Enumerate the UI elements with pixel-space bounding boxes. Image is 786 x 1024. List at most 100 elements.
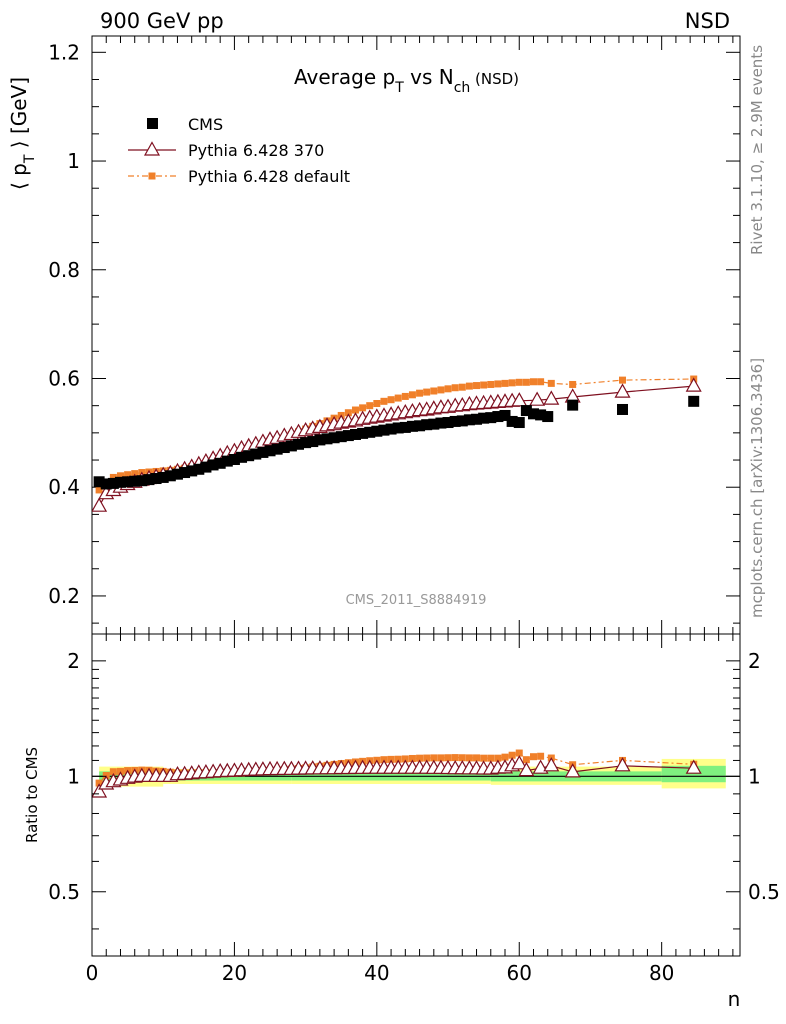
data-point-cms — [442, 417, 454, 429]
mcplots-info: mcplots.cern.ch [arXiv:1306.3436] — [748, 358, 766, 618]
series-line-pythia-6-428-370 — [98, 385, 694, 507]
x-tick-label: 80 — [649, 961, 674, 985]
data-point-cms — [506, 415, 518, 427]
data-point-pythia-6-428-default — [480, 754, 488, 762]
data-point-pythia-6-428-default — [473, 382, 481, 390]
data-point-cms — [93, 476, 105, 488]
data-point-cms — [617, 403, 629, 415]
data-point-pythia-6-428-default — [408, 391, 416, 399]
x-tick-label: 20 — [222, 961, 247, 985]
ratio-y-tick-label: 1 — [67, 764, 80, 788]
header-nsd-label: NSD — [685, 9, 730, 33]
data-point-pythia-6-428-default — [109, 768, 117, 776]
data-point-cms — [392, 422, 404, 434]
data-point-pythia-6-428-default — [522, 378, 530, 386]
ratio-y-axis-title: Ratio to CMS — [23, 747, 41, 843]
data-point-pythia-6-428-370 — [685, 759, 702, 774]
data-point-cms — [114, 476, 126, 488]
data-point-pythia-6-428-default — [547, 379, 555, 387]
data-point-cms — [435, 417, 447, 429]
legend-label-pythia-default: Pythia 6.428 default — [188, 167, 350, 186]
data-point-cms — [406, 420, 418, 432]
data-point-pythia-6-428-default — [437, 754, 445, 762]
data-point-cms — [478, 412, 490, 424]
data-point-pythia-6-428-370 — [543, 757, 560, 772]
data-point-pythia-6-428-default — [501, 379, 509, 387]
data-point-cms — [513, 417, 525, 429]
data-point-cms — [421, 419, 433, 431]
data-point-pythia-6-428-default — [387, 396, 395, 404]
legend-label-cms: CMS — [188, 115, 223, 134]
data-point-cms — [414, 420, 426, 432]
data-point-cms — [300, 437, 312, 449]
data-point-pythia-6-428-default — [416, 389, 424, 397]
data-point-pythia-6-428-default — [401, 392, 409, 400]
main-panel-y-tick-labels: 0.2 0.4 0.6 0.8 1 1.2 — [48, 40, 80, 608]
data-point-cms — [527, 408, 539, 420]
data-point-pythia-6-428-default — [480, 381, 488, 389]
data-point-cms — [449, 415, 461, 427]
rivet-info: Rivet 3.1.10, ≥ 2.9M events — [748, 45, 766, 255]
data-point-cms — [150, 473, 162, 485]
data-point-pythia-6-428-default — [537, 752, 545, 760]
legend-marker-pythia-370 — [143, 141, 161, 156]
chart-title-tail: (NSD) — [470, 70, 519, 88]
data-point-pythia-6-428-370 — [529, 391, 546, 406]
chart-title-sub1: T — [394, 80, 404, 96]
ratio-y-tick-label: 2 — [67, 649, 80, 673]
data-point-cms — [364, 426, 376, 438]
data-point-pythia-6-428-default — [444, 385, 452, 393]
x-tick-label: 60 — [507, 961, 532, 985]
data-point-cms — [371, 425, 383, 437]
data-point-pythia-6-428-default — [124, 471, 132, 479]
data-point-cms — [164, 470, 176, 482]
data-point-pythia-6-428-default — [444, 754, 452, 762]
data-point-pythia-6-428-default — [359, 404, 367, 412]
data-point-pythia-6-428-default — [529, 378, 537, 386]
data-point-pythia-6-428-default — [437, 386, 445, 394]
x-axis-title: n — [728, 987, 741, 1011]
data-point-cms — [342, 430, 354, 442]
data-point-pythia-6-428-default — [451, 384, 459, 392]
main-panel-series — [92, 375, 702, 512]
data-point-pythia-6-428-default — [465, 382, 473, 390]
data-point-pythia-6-428-default — [458, 754, 466, 762]
data-point-pythia-6-428-default — [95, 779, 103, 787]
data-point-pythia-6-428-default — [508, 751, 516, 759]
data-point-cms — [236, 451, 248, 463]
uncertainty-band-inner — [661, 765, 726, 783]
data-point-pythia-6-428-370 — [518, 761, 535, 777]
data-point-cms — [207, 459, 219, 471]
data-point-pythia-6-428-default — [373, 399, 381, 407]
main-y-tick-label: 0.8 — [48, 258, 80, 282]
data-point-pythia-6-428-370 — [685, 377, 702, 392]
main-y-axis-title-sub: T — [22, 154, 38, 164]
main-y-axis-title-post: ⟩ [GeV] — [7, 77, 31, 155]
data-point-pythia-6-428-default — [394, 755, 402, 763]
data-point-pythia-6-428-default — [487, 380, 495, 388]
data-point-pythia-6-428-default — [458, 383, 466, 391]
data-point-cms — [492, 411, 504, 423]
data-point-cms — [129, 475, 141, 487]
data-point-cms — [122, 476, 134, 488]
ratio-panel-y-tick-labels: 0.5 0.5 1 1 2 2 — [48, 649, 780, 904]
data-point-cms — [349, 428, 361, 440]
data-point-pythia-6-428-default — [522, 756, 530, 764]
data-point-cms — [385, 423, 397, 435]
data-point-cms — [293, 438, 305, 450]
data-point-pythia-6-428-370 — [614, 757, 631, 772]
data-point-cms — [264, 445, 276, 457]
data-point-cms — [378, 424, 390, 436]
legend-label-pythia-370: Pythia 6.428 370 — [188, 141, 324, 160]
data-point-cms — [171, 468, 183, 480]
data-point-pythia-6-428-default — [430, 754, 438, 762]
main-y-tick-label: 0.4 — [48, 475, 80, 499]
data-point-cms — [250, 448, 262, 460]
data-point-pythia-6-428-default — [494, 754, 502, 762]
main-panel-ticks — [91, 36, 740, 634]
data-point-pythia-6-428-370 — [614, 383, 631, 398]
main-panel: 0.2 0.4 0.6 0.8 1 1.2 CMS_2011_S8884919 Avera… — [7, 35, 741, 635]
data-point-pythia-6-428-370 — [543, 390, 560, 405]
data-point-pythia-6-428-default — [451, 754, 459, 762]
data-point-pythia-6-428-default — [569, 380, 577, 388]
